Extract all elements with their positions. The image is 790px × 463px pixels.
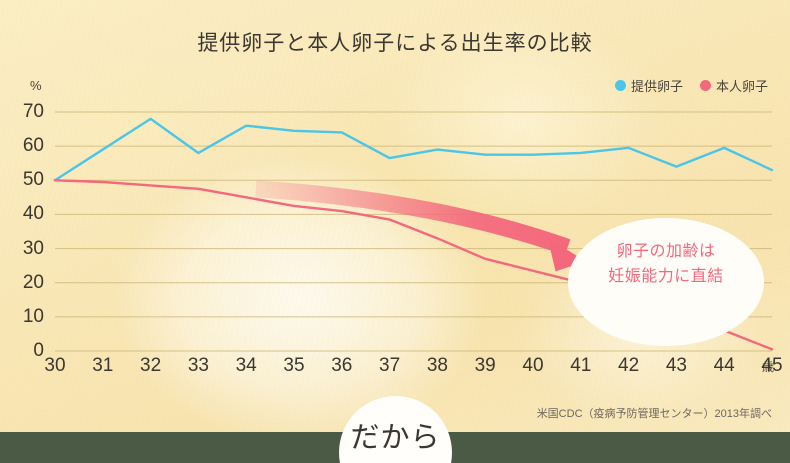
chart-legend: 提供卵子 本人卵子 <box>614 76 768 95</box>
x-axis-tick-label: 35 <box>283 355 305 376</box>
callout-line-1: 卵子の加齢は <box>616 243 716 260</box>
callout-line-2: 妊娠能力に直結 <box>608 267 724 285</box>
x-axis-tick-label: 30 <box>44 355 66 376</box>
y-axis-tick-label: 20 <box>22 271 44 293</box>
legend-item-label: 本人卵子 <box>715 79 768 94</box>
legend-item-label: 提供卵子 <box>630 79 683 94</box>
y-axis-tick-label: 10 <box>22 305 44 327</box>
x-axis-unit-label: 歳 <box>762 360 775 374</box>
legend-item-donor[interactable]: 提供卵子 <box>614 76 683 95</box>
y-axis-unit-label: % <box>30 78 42 93</box>
legend-dot-icon <box>614 80 626 91</box>
x-axis-tick-label: 32 <box>140 355 162 376</box>
x-axis-tick-label: 31 <box>92 355 114 376</box>
series-line-donor <box>53 117 774 182</box>
y-axis-tick-label: 0 <box>33 340 44 361</box>
x-axis-tick-label: 44 <box>713 355 735 376</box>
x-axis-tick-label: 43 <box>665 355 687 376</box>
dakara-label: だから <box>350 422 441 454</box>
background-grain <box>0 0 790 432</box>
x-axis-tick-label: 38 <box>426 355 448 376</box>
x-axis-tick-label: 39 <box>474 355 496 376</box>
callout-text: 卵子の加齢は 妊娠能力に直結 <box>568 240 764 290</box>
callout-bubble <box>568 218 764 346</box>
legend-dot-icon <box>699 80 711 91</box>
background-texture <box>0 0 790 432</box>
x-axis-tick-label: 45 <box>761 355 783 376</box>
page-title: 提供卵子と本人卵子による出生率の比較 <box>197 32 593 55</box>
source-citation: 米国CDC（疫病予防管理センター）2013年調べ <box>536 408 772 420</box>
y-axis-tick-label: 70 <box>22 101 44 122</box>
y-axis-tick-label: 30 <box>22 237 44 259</box>
x-axis-tick-label: 41 <box>570 355 592 376</box>
x-axis-tick-label: 33 <box>187 355 209 376</box>
y-axis-tick-label: 60 <box>22 135 44 157</box>
y-axis-tick-label: 50 <box>22 169 44 191</box>
x-axis-tick-label: 37 <box>379 355 401 376</box>
x-axis-tick-label: 34 <box>235 355 257 376</box>
x-axis-tick-label: 42 <box>618 355 640 376</box>
x-axis-tick-label: 40 <box>522 355 544 376</box>
chart-plot-area: 70 60 50 40 30 20 10 0 30 31 32 33 34 35 36 37 38 39 40 41 4… <box>22 101 783 376</box>
trend-arrow-icon <box>255 180 571 256</box>
x-axis-tick-label: 36 <box>331 355 353 376</box>
y-axis-tick-label: 40 <box>22 203 44 225</box>
legend-item-own[interactable]: 本人卵子 <box>699 76 768 95</box>
